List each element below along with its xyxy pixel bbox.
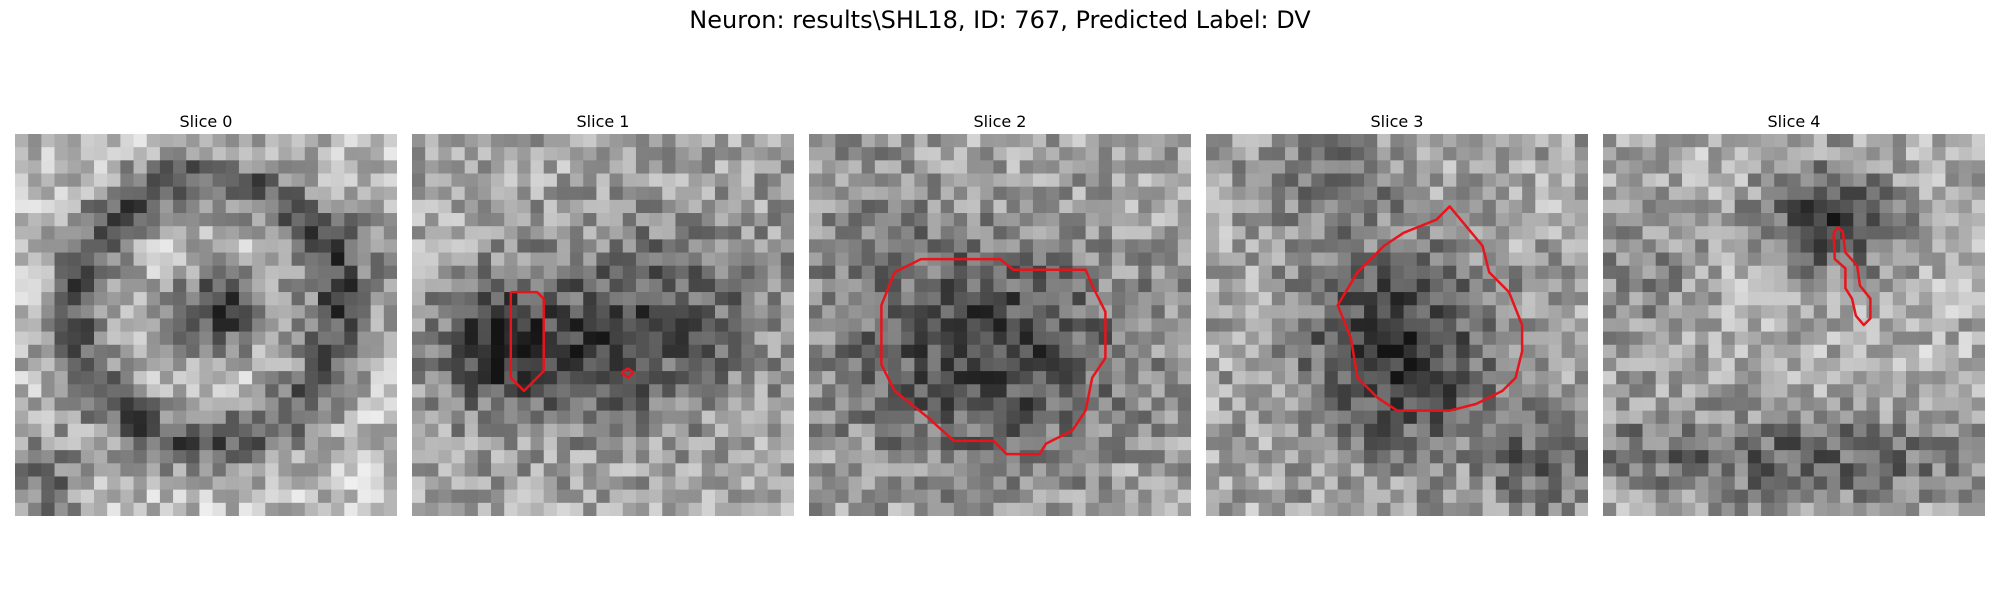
segmentation-contour	[880, 257, 1107, 456]
slice-image	[1206, 134, 1588, 516]
slice-image	[1603, 134, 1985, 516]
figure-title: Neuron: results\SHL18, ID: 767, Predicte…	[689, 6, 1311, 34]
slice-image	[809, 134, 1191, 516]
segmentation-contour	[509, 290, 545, 393]
slice-panel-4: Slice 4	[1603, 110, 1985, 516]
segmentation-contour	[620, 367, 635, 379]
slice-title: Slice 2	[973, 112, 1027, 131]
slice-title: Slice 1	[576, 112, 630, 131]
slice-image	[15, 134, 397, 516]
segmentation-contour	[1336, 205, 1524, 412]
slice-panel-3: Slice 3	[1206, 110, 1588, 516]
slice-panel-1: Slice 1	[412, 110, 794, 516]
slice-title: Slice 4	[1767, 112, 1821, 131]
slice-title: Slice 3	[1370, 112, 1424, 131]
slice-title: Slice 0	[179, 112, 233, 131]
slice-panel-0: Slice 0	[15, 110, 397, 516]
slice-image	[412, 134, 794, 516]
slice-panel-2: Slice 2	[809, 110, 1191, 516]
segmentation-contour	[1832, 226, 1872, 327]
